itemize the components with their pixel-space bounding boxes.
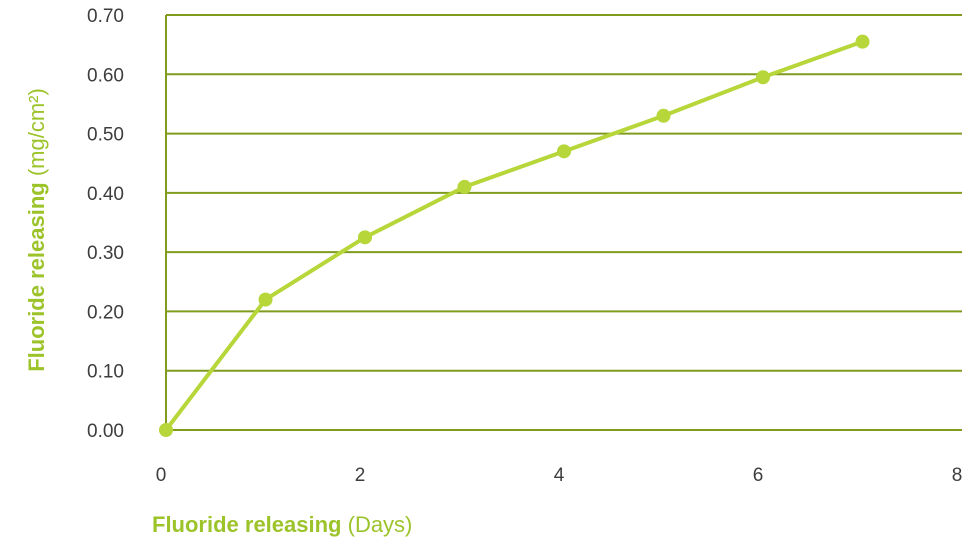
x-axis-title-unit: (Days) [342,512,413,537]
data-point [457,179,472,194]
x-axis-title-bold: Fluoride releasing [152,512,342,537]
y-tick-label: 0.30 [87,243,124,264]
x-tick-label: 8 [952,465,963,486]
y-tick-label: 0.60 [87,65,124,86]
x-tick-label: 4 [554,465,565,486]
y-tick-label: 0.40 [87,184,124,205]
y-axis-title: Fluoride releasing (mg/cm²) [24,88,49,372]
x-tick-labels: 0 2 4 6 8 [156,465,963,486]
series-line [164,39,865,432]
y-tick-labels: 0.00 0.10 0.20 0.30 0.40 0.50 0.60 0.70 [87,6,124,442]
series-fluoride [159,34,870,437]
data-point [159,423,173,437]
data-point [358,230,372,245]
data-point [557,144,571,159]
y-tick-label: 0.20 [87,302,124,323]
x-tick-label: 0 [156,465,167,486]
y-tick-label: 0.10 [87,362,124,383]
y-axis-title-bold: Fluoride releasing [24,182,49,372]
axes [165,15,962,431]
gridlines [166,14,962,372]
y-tick-label: 0.00 [87,421,124,442]
data-point [258,292,273,307]
data-point [656,108,671,123]
y-axis-title-unit: (mg/cm²) [24,88,49,182]
x-axis-title: Fluoride releasing (Days) [152,512,412,537]
y-tick-label: 0.70 [87,6,124,27]
data-point [756,70,770,85]
y-tick-label: 0.50 [87,125,124,146]
x-tick-label: 2 [355,465,366,486]
data-point [855,34,870,49]
x-tick-label: 6 [753,465,764,486]
